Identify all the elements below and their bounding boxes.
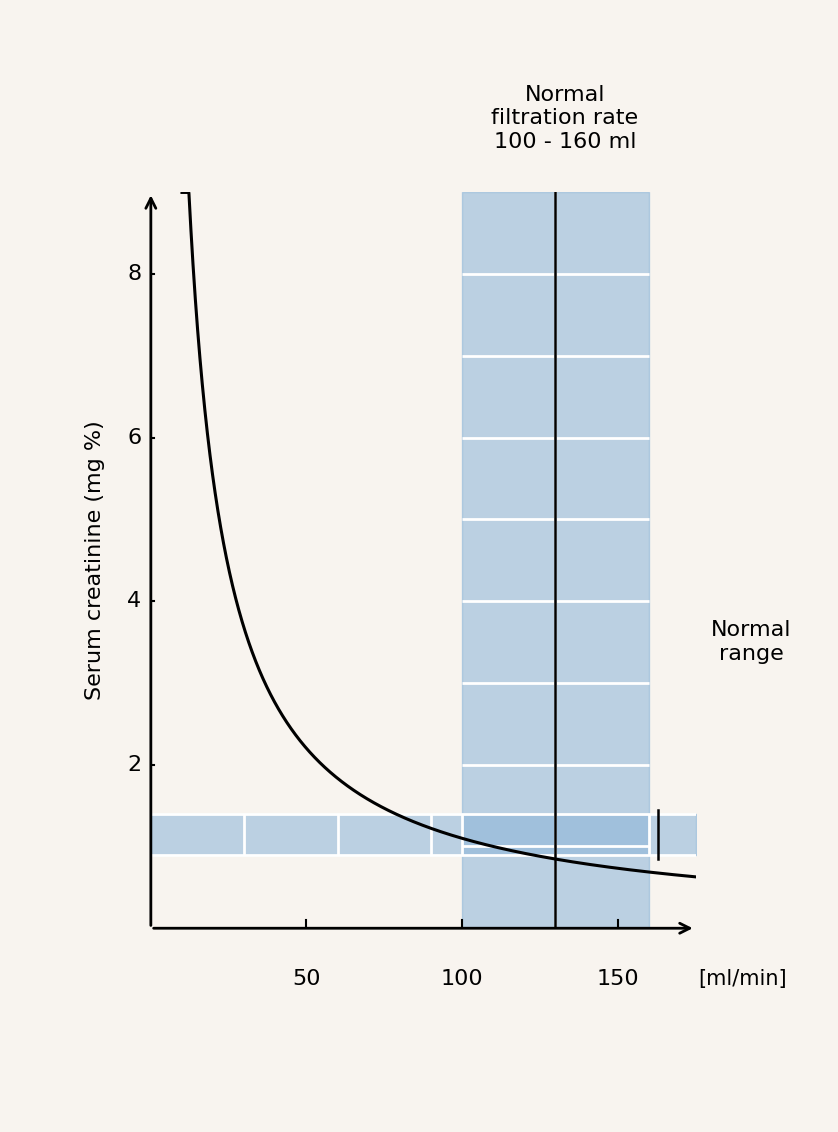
Text: 150: 150 xyxy=(597,969,639,989)
Text: 2: 2 xyxy=(127,755,142,774)
Text: Normal
filtration rate
100 - 160 ml: Normal filtration rate 100 - 160 ml xyxy=(491,85,639,152)
Text: 8: 8 xyxy=(127,264,142,284)
Text: 4: 4 xyxy=(127,591,142,611)
Text: Serum creatinine (mg %): Serum creatinine (mg %) xyxy=(85,420,105,701)
Text: Normal
range: Normal range xyxy=(711,620,792,663)
Text: 100: 100 xyxy=(441,969,484,989)
Text: 6: 6 xyxy=(127,428,142,448)
Text: 50: 50 xyxy=(292,969,321,989)
Text: [ml/min]: [ml/min] xyxy=(699,969,787,989)
